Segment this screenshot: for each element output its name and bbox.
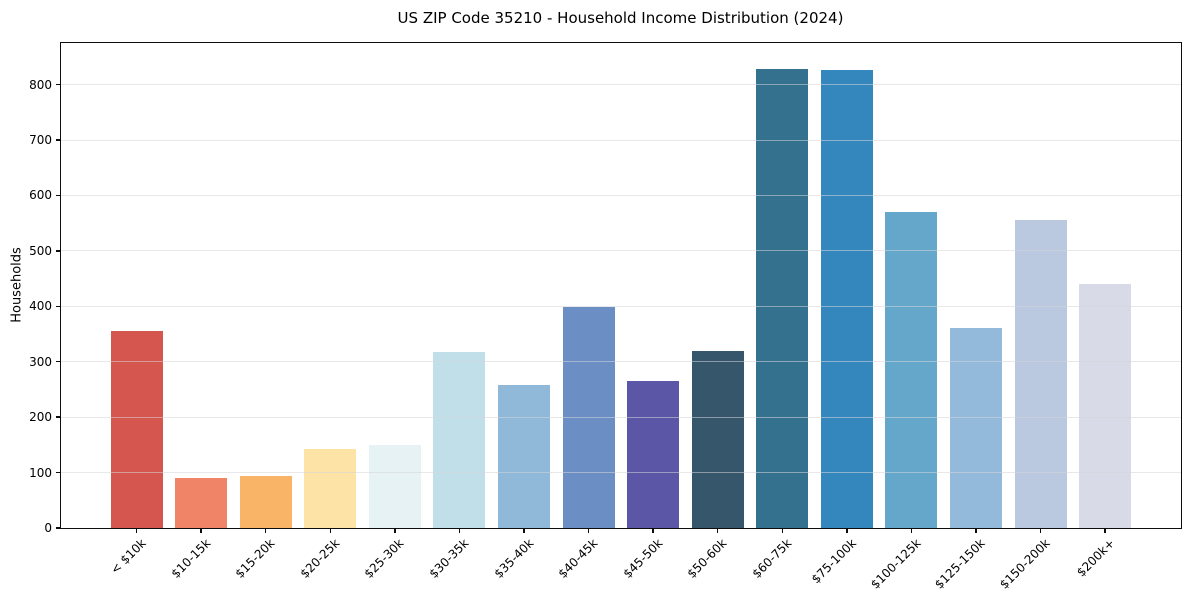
x-tick [265, 528, 267, 533]
x-tick [458, 528, 461, 533]
x-tick-label: $30-35k [426, 536, 472, 581]
y-tick-label: 200 [29, 410, 52, 425]
bar [1014, 220, 1067, 528]
x-tick [329, 528, 331, 533]
gridline [61, 139, 1181, 141]
x-tick-label: $50-60k [684, 536, 730, 581]
x-tick-label: $100-125k [867, 536, 924, 590]
y-tick-label: 100 [29, 465, 52, 480]
x-tick-label: $150-200k [996, 536, 1053, 590]
x-tick-label: $15-20k [232, 536, 278, 581]
y-tick-label: 600 [29, 188, 52, 203]
bar [304, 448, 357, 528]
y-tick [56, 527, 61, 529]
x-tick-label: $25-30k [361, 536, 407, 581]
x-tick-label: $10-15k [168, 536, 214, 581]
y-tick-label: 800 [29, 77, 52, 92]
bar [885, 212, 938, 528]
gridline [61, 305, 1181, 307]
bar [562, 307, 615, 528]
bar [691, 350, 744, 528]
bar [756, 69, 809, 528]
y-tick [56, 305, 61, 307]
gridline [61, 194, 1181, 196]
gridline [61, 250, 1181, 252]
y-tick-label: 400 [29, 299, 52, 314]
bar [368, 444, 421, 528]
x-tick [717, 528, 719, 533]
x-tick [910, 528, 913, 533]
y-tick [56, 194, 61, 197]
x-tick-label: < $10k [107, 536, 149, 577]
y-tick-label: 300 [29, 354, 52, 369]
x-tick [523, 528, 525, 533]
y-tick [56, 250, 61, 252]
gridline [61, 84, 1181, 86]
bar [433, 351, 486, 528]
x-tick [587, 528, 590, 533]
y-tick-label: 700 [29, 133, 52, 147]
y-tick [56, 139, 61, 141]
x-tick-label: $75-100k [808, 536, 859, 587]
chart-title: US ZIP Code 35210 - Household Income Dis… [397, 9, 844, 27]
bar [498, 385, 551, 528]
x-tick-label: $45-50k [620, 536, 666, 581]
gridline [61, 472, 1181, 474]
bar [627, 381, 680, 528]
y-tick [56, 471, 61, 474]
bar [175, 478, 228, 528]
x-tick-label: $60-75k [749, 536, 795, 581]
x-tick [846, 528, 848, 533]
y-tick-label: 0 [44, 521, 52, 535]
x-tick [1039, 528, 1042, 533]
x-tick-label: $40-45k [555, 536, 601, 581]
bar [820, 70, 873, 528]
x-tick [652, 528, 654, 533]
y-tick [56, 361, 61, 363]
bar [1079, 284, 1132, 528]
x-tick [200, 528, 202, 533]
y-tick [56, 83, 61, 86]
x-tick-label: $200k+ [1073, 536, 1118, 580]
x-tick-label: $125-150k [932, 536, 988, 590]
x-tick [394, 528, 396, 533]
gridline [61, 361, 1181, 363]
gridline [61, 416, 1181, 418]
bar [239, 476, 292, 528]
x-tick [1104, 528, 1106, 533]
y-axis-label: Households [9, 247, 25, 323]
plot-area: 0 100 200 300 400 500 600 700 800 < $10k $10-15k $1… [29, 42, 1182, 590]
x-tick-label: $20-25k [297, 536, 343, 581]
x-tick [975, 528, 977, 533]
bar [110, 331, 163, 528]
x-tick [781, 528, 783, 533]
y-tick-label: 500 [29, 243, 52, 258]
y-tick [56, 416, 61, 418]
x-tick-label: $35-40k [491, 536, 536, 581]
bar [950, 328, 1002, 528]
x-tick [135, 528, 138, 533]
